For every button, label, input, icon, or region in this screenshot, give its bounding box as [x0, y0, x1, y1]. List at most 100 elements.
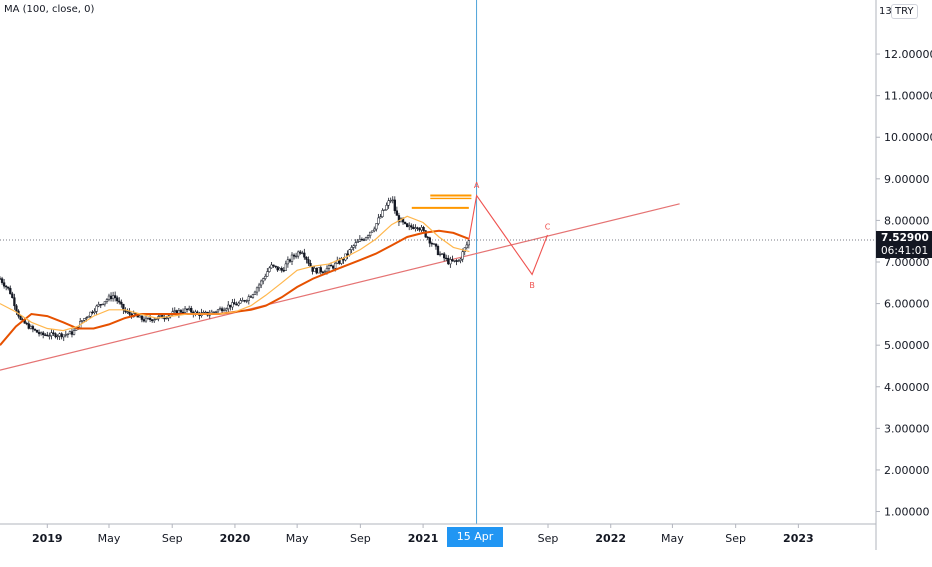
candle-body	[116, 297, 119, 302]
candle-body	[385, 205, 388, 211]
candle-body	[364, 237, 368, 241]
candle-body	[89, 311, 92, 317]
candle-body	[183, 308, 187, 313]
candle-body	[379, 216, 382, 219]
candle-body	[0, 278, 2, 280]
candle-body	[381, 210, 384, 217]
currency-badge[interactable]: 13 TRY	[879, 4, 918, 19]
candle-body	[109, 295, 113, 300]
candle-body	[403, 221, 407, 224]
candle-body	[360, 238, 364, 241]
y-tick-label: 12.00000	[884, 48, 932, 61]
candle-body	[255, 287, 259, 293]
candle-body	[54, 333, 57, 338]
candle-body	[214, 311, 218, 313]
candle-body	[280, 268, 283, 271]
candle-body	[126, 311, 129, 313]
candle-body	[377, 217, 380, 224]
candle-body	[212, 311, 216, 314]
wave-label-c: C	[545, 223, 551, 232]
indicator-label[interactable]: MA (100, close, 0)	[4, 4, 95, 15]
moving-average-secondary[interactable]	[0, 215, 470, 332]
candle-body	[31, 326, 35, 330]
x-tick-label: 2022	[595, 532, 626, 545]
candle-body	[387, 200, 390, 206]
candle-body	[72, 330, 76, 335]
candle-body	[362, 239, 366, 241]
candle-body	[222, 309, 226, 312]
candle-body	[140, 315, 144, 320]
candle-body	[128, 311, 131, 315]
candle-body	[225, 308, 228, 311]
candle-body	[408, 225, 411, 228]
candle-body	[58, 333, 61, 337]
candle-body	[66, 333, 70, 335]
candle-body	[142, 319, 146, 322]
candle-body	[301, 252, 304, 254]
candle-body	[453, 260, 456, 262]
candle-body	[317, 267, 320, 274]
candle-body	[159, 315, 162, 317]
candle-body	[91, 311, 94, 314]
candle-body	[325, 268, 329, 273]
candle-body	[397, 215, 401, 223]
candle-body	[327, 265, 331, 269]
candle-body	[44, 334, 47, 336]
candle-body	[366, 235, 370, 238]
candle-body	[350, 247, 353, 250]
candle-body	[233, 302, 236, 305]
chart-canvas[interactable]: A B C 2019 May Sep 2020 May Sep 2021 Sep 2022 May Se…	[0, 0, 932, 550]
candle-body	[445, 257, 448, 260]
candle-body	[467, 240, 470, 246]
candle-body	[299, 251, 302, 254]
candle-body	[9, 288, 12, 295]
candle-body	[290, 254, 294, 262]
chart-stage: A B C 2019 May Sep 2020 May Sep 2021 Sep 2022 May Se…	[0, 0, 932, 550]
candle-body	[11, 293, 14, 298]
candle-body	[391, 199, 394, 201]
x-tick-label: 2019	[32, 532, 63, 545]
candle-body	[241, 300, 244, 302]
x-tick-label: 2023	[783, 532, 814, 545]
candle-body	[334, 262, 337, 269]
y-tick-label: 5.00000	[884, 339, 930, 352]
candle-body	[266, 271, 269, 277]
candle-body	[103, 301, 107, 305]
candle-body	[272, 264, 275, 267]
candle-body	[264, 276, 267, 279]
candle-body	[19, 315, 22, 320]
candle-body	[37, 332, 41, 335]
candle-body	[144, 317, 148, 322]
crosshair-date-label: 15 Apr '21	[447, 527, 503, 563]
candle-body	[313, 267, 316, 272]
y-tick-label: 9.00000	[884, 173, 930, 186]
candle-body	[440, 253, 444, 255]
candle-body	[249, 296, 253, 298]
candle-body	[181, 311, 185, 314]
candle-body	[251, 294, 255, 298]
candle-body	[449, 259, 452, 265]
candle-body	[346, 253, 349, 256]
candle-body	[173, 310, 176, 312]
candle-body	[303, 252, 306, 258]
x-tick-label: May	[286, 532, 309, 545]
candle-body	[95, 305, 98, 312]
candle-body	[371, 230, 374, 233]
candle-body	[105, 299, 109, 302]
candle-body	[305, 256, 308, 260]
candle-body	[414, 227, 417, 230]
candle-body	[7, 286, 10, 289]
candle-body	[297, 251, 300, 257]
candle-body	[60, 333, 63, 338]
countdown-label: 06:41:01	[876, 245, 932, 258]
candle-body	[15, 305, 18, 312]
y-tick-label: 10.00000	[884, 131, 932, 144]
x-tick-label: 2021	[408, 532, 439, 545]
x-tick-label: 2020	[220, 532, 251, 545]
support-trendline[interactable]	[0, 203, 680, 371]
candle-body	[323, 271, 327, 273]
candle-body	[288, 259, 292, 262]
abc-projection-path[interactable]	[468, 194, 549, 276]
candle-body	[122, 303, 125, 311]
candle-body	[179, 310, 183, 313]
